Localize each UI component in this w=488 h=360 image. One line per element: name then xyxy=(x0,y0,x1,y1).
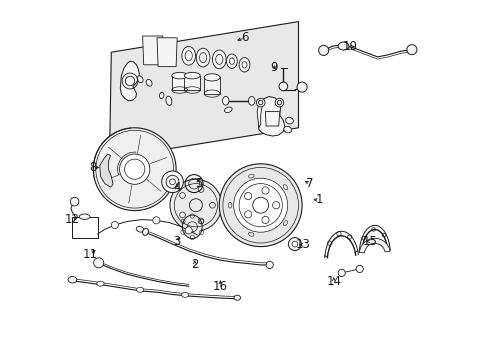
Circle shape xyxy=(272,202,279,209)
Circle shape xyxy=(93,128,176,211)
Ellipse shape xyxy=(165,96,171,105)
Polygon shape xyxy=(109,22,298,158)
Circle shape xyxy=(275,98,283,107)
Text: 7: 7 xyxy=(305,177,313,190)
Ellipse shape xyxy=(137,76,143,82)
Text: 10: 10 xyxy=(342,40,356,53)
Circle shape xyxy=(406,45,416,55)
Circle shape xyxy=(111,221,118,229)
Circle shape xyxy=(265,261,273,269)
Text: 13: 13 xyxy=(295,238,309,251)
Circle shape xyxy=(244,193,251,200)
Ellipse shape xyxy=(146,80,152,86)
Text: 9: 9 xyxy=(270,61,277,74)
Polygon shape xyxy=(257,100,264,128)
Text: 4: 4 xyxy=(173,181,180,194)
Ellipse shape xyxy=(171,72,187,79)
Circle shape xyxy=(296,82,306,92)
Polygon shape xyxy=(171,76,187,90)
Ellipse shape xyxy=(204,74,220,81)
Text: 5: 5 xyxy=(194,177,202,190)
Circle shape xyxy=(170,179,222,231)
Ellipse shape xyxy=(239,58,249,72)
Ellipse shape xyxy=(248,96,254,105)
Ellipse shape xyxy=(97,281,104,286)
Circle shape xyxy=(262,187,268,194)
Text: 12: 12 xyxy=(65,213,80,226)
Circle shape xyxy=(185,227,192,234)
Circle shape xyxy=(94,258,103,268)
Circle shape xyxy=(120,154,149,184)
Polygon shape xyxy=(258,96,284,136)
Text: 16: 16 xyxy=(212,280,227,293)
Polygon shape xyxy=(120,61,139,101)
Ellipse shape xyxy=(142,228,148,235)
Ellipse shape xyxy=(337,42,348,50)
Polygon shape xyxy=(157,38,177,67)
Polygon shape xyxy=(265,112,279,126)
Polygon shape xyxy=(184,76,200,90)
Ellipse shape xyxy=(285,117,293,124)
Ellipse shape xyxy=(79,214,90,219)
Circle shape xyxy=(233,178,287,232)
Ellipse shape xyxy=(184,72,200,79)
Wedge shape xyxy=(359,238,389,253)
Text: 6: 6 xyxy=(241,31,248,44)
Text: 3: 3 xyxy=(173,235,180,248)
Circle shape xyxy=(244,211,251,218)
Circle shape xyxy=(355,265,363,273)
Ellipse shape xyxy=(224,107,232,113)
Text: 8: 8 xyxy=(89,161,97,174)
Ellipse shape xyxy=(159,92,163,99)
Circle shape xyxy=(256,98,264,107)
Ellipse shape xyxy=(196,48,209,67)
Text: 1: 1 xyxy=(315,193,323,206)
Circle shape xyxy=(279,82,287,91)
Ellipse shape xyxy=(181,292,188,297)
Ellipse shape xyxy=(182,46,195,65)
Bar xyxy=(72,217,98,238)
Circle shape xyxy=(288,238,301,251)
Text: 15: 15 xyxy=(362,235,376,248)
Ellipse shape xyxy=(136,226,143,232)
Text: 11: 11 xyxy=(83,248,98,261)
Ellipse shape xyxy=(212,50,225,69)
Ellipse shape xyxy=(136,287,143,292)
Ellipse shape xyxy=(68,276,77,283)
Circle shape xyxy=(152,217,160,224)
Circle shape xyxy=(162,171,183,193)
Circle shape xyxy=(262,216,268,224)
Polygon shape xyxy=(204,77,220,94)
Text: 2: 2 xyxy=(191,258,198,271)
Circle shape xyxy=(337,269,345,276)
Ellipse shape xyxy=(283,126,291,133)
Ellipse shape xyxy=(226,54,237,68)
Ellipse shape xyxy=(182,215,202,239)
Polygon shape xyxy=(100,154,113,187)
Circle shape xyxy=(70,197,79,206)
Ellipse shape xyxy=(234,295,240,300)
Circle shape xyxy=(219,164,302,247)
Text: 14: 14 xyxy=(325,275,341,288)
Polygon shape xyxy=(142,36,163,65)
Circle shape xyxy=(318,45,328,55)
Ellipse shape xyxy=(222,96,228,105)
